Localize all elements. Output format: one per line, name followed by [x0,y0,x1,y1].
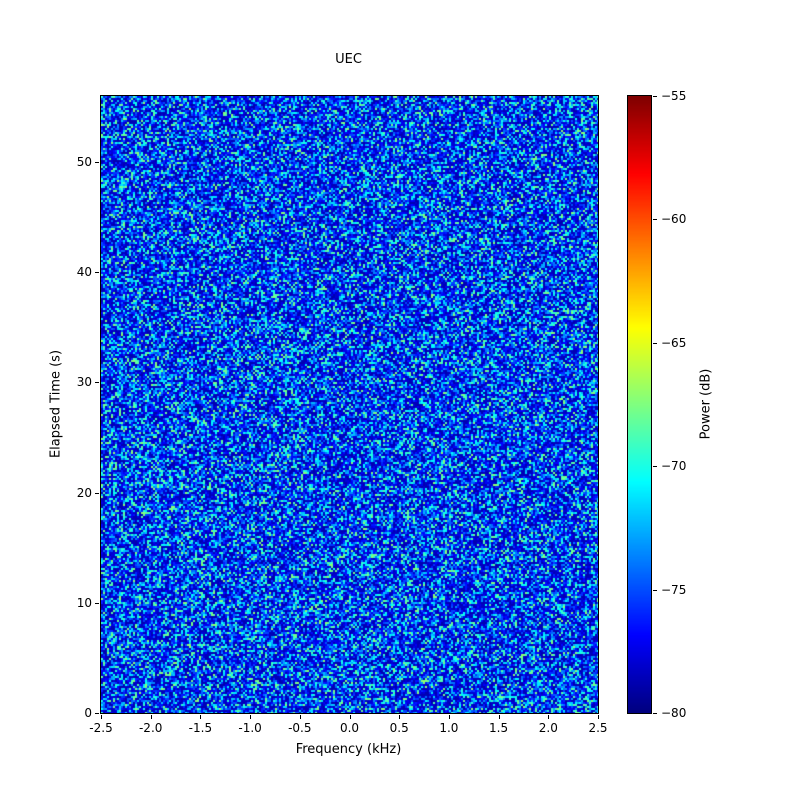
y-tick-mark [95,162,99,163]
x-tick-mark [598,715,599,719]
colorbar-tick-mark [653,219,657,220]
y-tick-label: 20 [77,486,92,500]
x-tick-mark [200,715,201,719]
x-tick-label: 1.5 [489,721,508,735]
colorbar-tick-label: −55 [661,89,686,103]
colorbar-label: Power (dB) [699,369,714,440]
colorbar-canvas [628,96,651,713]
colorbar-tick-mark [653,590,657,591]
x-tick-mark [101,715,102,719]
x-tick-mark [449,715,450,719]
colorbar [627,95,652,714]
y-tick-label: 50 [77,155,92,169]
x-tick-label: 2.0 [539,721,558,735]
y-tick-mark [95,603,99,604]
colorbar-tick-label: −60 [661,212,686,226]
x-tick-label: 0.0 [340,721,359,735]
x-tick-label: 1.0 [439,721,458,735]
x-tick-mark [548,715,549,719]
x-tick-label: -0.5 [288,721,311,735]
x-axis-label: Frequency (kHz) [100,742,597,757]
colorbar-tick-mark [653,343,657,344]
y-tick-label: 40 [77,265,92,279]
x-tick-label: -2.0 [139,721,162,735]
y-axis-label: Elapsed Time (s) [49,350,64,458]
y-tick-mark [95,272,99,273]
x-tick-label: -1.5 [189,721,212,735]
y-tick-mark [95,493,99,494]
colorbar-tick-label: −70 [661,459,686,473]
colorbar-tick-mark [653,713,657,714]
spectrogram-figure: UEC Center freq. (MHz) : 110.100000 Star… [0,0,800,800]
x-tick-mark [250,715,251,719]
x-tick-mark [151,715,152,719]
y-tick-label: 0 [84,706,92,720]
x-tick-mark [499,715,500,719]
plot-area [100,95,599,714]
colorbar-tick-mark [653,96,657,97]
x-tick-mark [300,715,301,719]
y-tick-mark [95,382,99,383]
colorbar-tick-mark [653,466,657,467]
x-tick-label: 0.5 [390,721,409,735]
x-tick-label: 2.5 [588,721,607,735]
x-tick-mark [350,715,351,719]
y-tick-label: 10 [77,596,92,610]
x-tick-mark [399,715,400,719]
colorbar-tick-label: −75 [661,583,686,597]
x-tick-label: -1.0 [238,721,261,735]
colorbar-tick-label: −65 [661,336,686,350]
y-tick-label: 30 [77,375,92,389]
x-tick-label: -2.5 [89,721,112,735]
spectrogram-canvas [101,96,598,713]
y-tick-mark [95,713,99,714]
colorbar-tick-label: −80 [661,706,686,720]
chart-title: UEC [100,50,597,69]
